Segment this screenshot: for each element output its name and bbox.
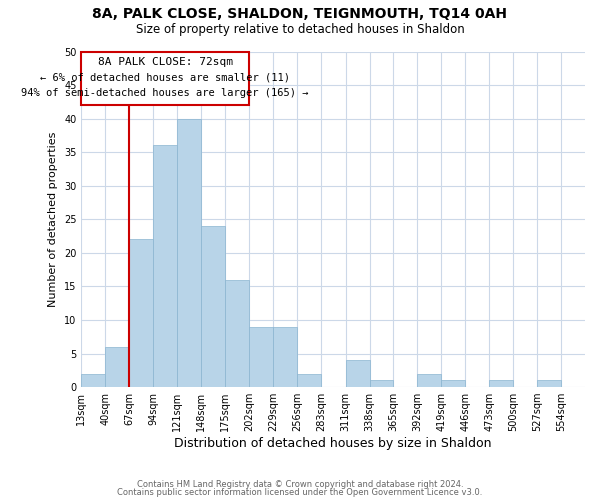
Text: 94% of semi-detached houses are larger (165) →: 94% of semi-detached houses are larger (…: [22, 88, 309, 98]
Text: Contains HM Land Registry data © Crown copyright and database right 2024.: Contains HM Land Registry data © Crown c…: [137, 480, 463, 489]
Bar: [153, 146, 177, 387]
Bar: [537, 380, 561, 387]
Bar: [370, 380, 394, 387]
Bar: [418, 374, 442, 387]
Y-axis label: Number of detached properties: Number of detached properties: [49, 132, 58, 307]
Bar: [177, 118, 201, 387]
Bar: [249, 326, 273, 387]
Bar: [442, 380, 466, 387]
Text: ← 6% of detached houses are smaller (11): ← 6% of detached houses are smaller (11): [40, 72, 290, 83]
Text: Contains public sector information licensed under the Open Government Licence v3: Contains public sector information licen…: [118, 488, 482, 497]
Text: 8A PALK CLOSE: 72sqm: 8A PALK CLOSE: 72sqm: [98, 57, 233, 67]
Bar: [82, 374, 106, 387]
Bar: [273, 326, 297, 387]
Bar: [297, 374, 321, 387]
X-axis label: Distribution of detached houses by size in Shaldon: Distribution of detached houses by size …: [175, 437, 492, 450]
Text: 8A, PALK CLOSE, SHALDON, TEIGNMOUTH, TQ14 0AH: 8A, PALK CLOSE, SHALDON, TEIGNMOUTH, TQ1…: [92, 8, 508, 22]
Bar: [225, 280, 249, 387]
FancyBboxPatch shape: [82, 52, 249, 105]
Bar: [489, 380, 513, 387]
Bar: [129, 240, 153, 387]
Bar: [346, 360, 370, 387]
Bar: [106, 347, 129, 387]
Text: Size of property relative to detached houses in Shaldon: Size of property relative to detached ho…: [136, 22, 464, 36]
Bar: [201, 226, 225, 387]
